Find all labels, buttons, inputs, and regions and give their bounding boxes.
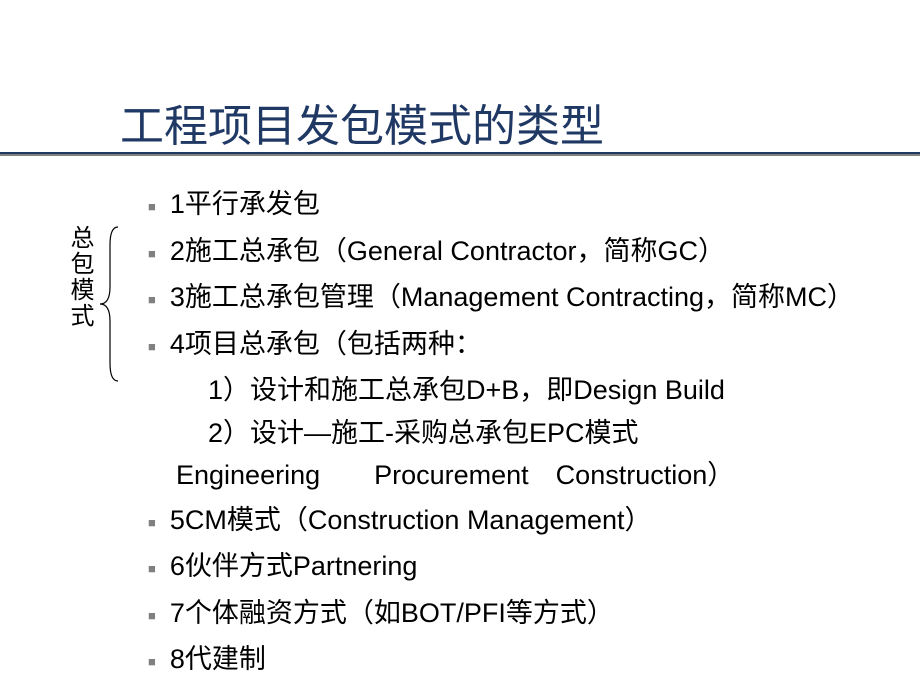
slide-title: 工程项目发包模式的类型 [120,90,870,154]
title-underline [0,152,920,156]
item-text: 3施工总承包管理（Management Contracting，简称MC） [170,277,854,318]
bullet-icon: ■ [148,290,156,310]
content-area: ■ 1平行承发包 ■ 2施工总承包（General Contractor，简称G… [148,184,870,680]
bullet-icon: ■ [148,244,156,264]
list-item: ■ 5CM模式（Construction Management） [148,500,870,541]
list-item: ■ 6伙伴方式Partnering [148,546,870,587]
list-item: ■ 7个体融资方式（如BOT/PFI等方式） [148,593,870,634]
bullet-icon: ■ [148,606,156,626]
curly-bracket [96,225,122,383]
sub-item: 2）设计—施工-采购总承包EPC模式 [208,413,870,454]
list-item: ■ 1平行承发包 [148,184,870,225]
bullet-icon: ■ [148,513,156,533]
item-text: 4项目总承包（包括两种： [170,324,482,365]
item-text: 7个体融资方式（如BOT/PFI等方式） [170,593,614,634]
item-text: 6伙伴方式Partnering [170,546,418,587]
item-text: 1平行承发包 [170,184,320,225]
slide-container: 工程项目发包模式的类型 总包模式 ■ 1平行承发包 ■ 2施工总承包（Gener… [0,0,920,690]
list-item: ■ 8代建制 [148,639,870,680]
bullet-icon: ■ [148,559,156,579]
bullet-icon: ■ [148,337,156,357]
list-item: ■ 3施工总承包管理（Management Contracting，简称MC） [148,277,870,318]
item-text: 5CM模式（Construction Management） [170,500,652,541]
item-text: 2施工总承包（General Contractor，简称GC） [170,231,725,272]
list-item: ■ 4项目总承包（包括两种： [148,324,870,365]
sub-item: 1）设计和施工总承包D+B，即Design Build [208,370,870,411]
bullet-icon: ■ [148,652,156,672]
side-label: 总包模式 [62,225,97,329]
sub-continue: Engineering Procurement Construction） [176,455,870,496]
bullet-icon: ■ [148,197,156,217]
item-text: 8代建制 [170,639,266,680]
list-item: ■ 2施工总承包（General Contractor，简称GC） [148,231,870,272]
